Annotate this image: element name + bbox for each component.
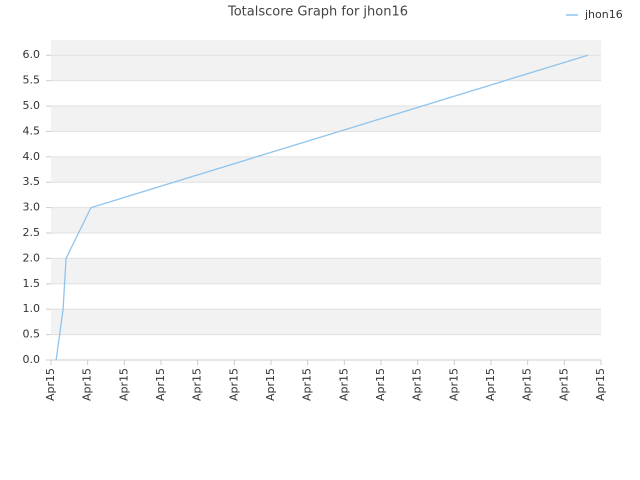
- x-tick-label: Apr15: [117, 368, 130, 401]
- y-tick-label: 2.0: [23, 251, 41, 264]
- x-tick-label: Apr15: [191, 368, 204, 401]
- chart-title: Totalscore Graph for jhon16: [227, 5, 408, 20]
- x-tick-label: Apr15: [594, 368, 607, 401]
- x-tick-label: Apr15: [484, 368, 497, 401]
- x-tick-label: Apr15: [521, 368, 534, 401]
- x-tick-label: Apr15: [301, 368, 314, 401]
- x-tick-label: Apr15: [154, 368, 167, 401]
- band: [51, 55, 601, 81]
- y-tick-label: 4.0: [23, 150, 41, 163]
- band: [51, 40, 601, 56]
- x-tick-label: Apr15: [264, 368, 277, 401]
- legend-label: jhon16: [584, 8, 623, 21]
- x-tick-label: Apr15: [227, 368, 240, 401]
- band: [51, 106, 601, 132]
- y-tick-label: 0.0: [23, 353, 41, 366]
- bands: [51, 40, 601, 335]
- y-tick-label: 4.5: [23, 124, 41, 137]
- y-tick-label: 2.5: [23, 226, 41, 239]
- x-tick-label: Apr15: [557, 368, 570, 401]
- x-tick-label: Apr15: [337, 368, 350, 401]
- y-tick-label: 3.5: [23, 175, 41, 188]
- band: [51, 258, 601, 284]
- x-tick-label: Apr15: [44, 368, 57, 401]
- y-tick-label: 3.0: [23, 201, 41, 214]
- x-tick-label: Apr15: [411, 368, 424, 401]
- x-tick-label: Apr15: [447, 368, 460, 401]
- y-tick-label: 5.0: [23, 99, 41, 112]
- y-tick-label: 0.5: [23, 328, 41, 341]
- y-tick-label: 1.0: [23, 302, 41, 315]
- band: [51, 309, 601, 335]
- x-tick-label: Apr15: [81, 368, 94, 401]
- band: [51, 207, 601, 234]
- y-tick-label: 6.0: [23, 48, 41, 61]
- line: [55, 54, 588, 361]
- x-tick-label: Apr15: [374, 368, 387, 401]
- band: [51, 156, 601, 183]
- y-tick-label: 5.5: [23, 74, 41, 87]
- y-tick-label: 1.5: [23, 277, 41, 290]
